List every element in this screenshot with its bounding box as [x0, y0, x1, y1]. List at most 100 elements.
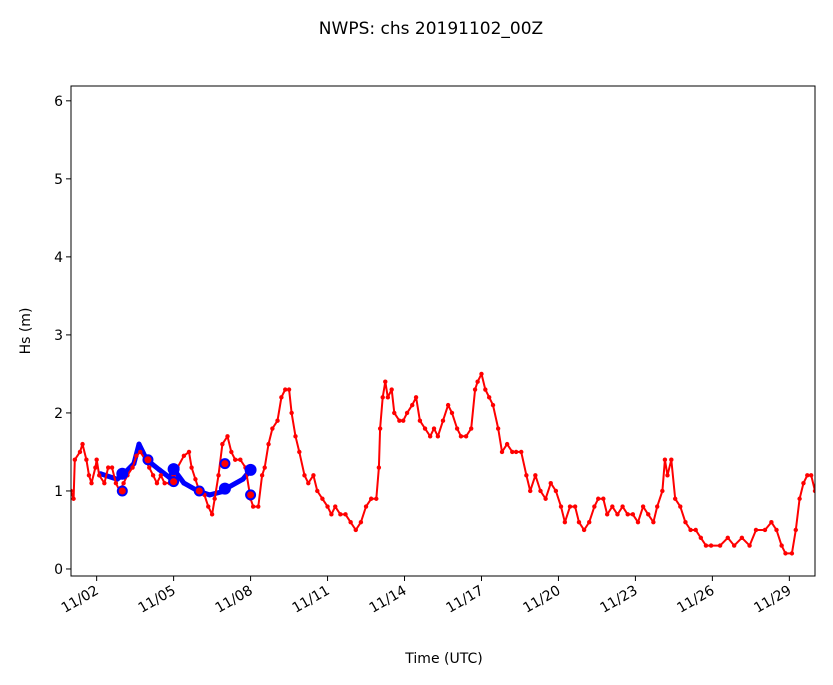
red-line-point: [138, 449, 143, 455]
chart-title: NWPS: chs 20191102_00Z: [319, 19, 543, 39]
blue-marker: [244, 463, 257, 476]
red-line-point: [363, 504, 369, 509]
red-line-point: [225, 434, 230, 439]
red-line-point: [486, 395, 492, 400]
red-line-point: [469, 426, 474, 431]
red-line-point: [232, 457, 238, 462]
red-line-point: [256, 504, 261, 509]
red-line-point: [678, 504, 683, 509]
red-line-point: [289, 410, 294, 416]
red-line-point: [130, 465, 135, 470]
blue-marker: [167, 463, 180, 476]
red-line-point: [793, 527, 798, 533]
observation-marker: [219, 458, 231, 470]
red-line-point: [524, 473, 529, 478]
y-tick-label: 5: [54, 172, 63, 188]
red-line-point: [510, 449, 515, 455]
red-line-point: [635, 519, 641, 525]
x-tick-label: 11/17: [444, 583, 487, 617]
red-line-point: [325, 504, 330, 509]
red-line-point: [343, 512, 348, 517]
plot-area: [71, 371, 815, 556]
red-line-point: [397, 418, 402, 423]
red-line-point: [86, 473, 92, 478]
observation-marker: [168, 476, 180, 488]
y-tick-label: 1: [54, 484, 63, 500]
red-line-point: [72, 457, 78, 462]
red-line-point: [266, 441, 271, 447]
red-line-point: [150, 473, 156, 478]
red-line-point: [329, 512, 334, 517]
red-line-point: [147, 465, 152, 470]
red-line-point: [102, 480, 107, 486]
red-line-point: [630, 512, 636, 517]
red-line-point: [458, 434, 464, 439]
blue-line-point: [157, 467, 163, 473]
x-tick-label: 11/14: [367, 583, 410, 617]
red-line-point: [238, 457, 243, 462]
red-line-point: [84, 457, 89, 462]
red-line-point: [77, 449, 83, 455]
red-line-point: [212, 496, 217, 501]
red-line-point: [229, 449, 234, 455]
red-line-point: [472, 387, 478, 392]
red-line-point: [385, 395, 391, 400]
red-line-point: [186, 449, 192, 455]
red-line-point: [762, 527, 768, 533]
red-line-point: [747, 543, 752, 548]
red-line-point: [306, 480, 311, 486]
red-line-point: [601, 496, 606, 501]
red-line-point: [789, 551, 795, 556]
red-line-point: [604, 512, 610, 517]
red-line-point: [610, 504, 615, 509]
red-line-point: [368, 496, 374, 501]
red-line-point: [581, 527, 587, 533]
red-line-point: [739, 535, 745, 540]
red-line-point: [262, 465, 267, 470]
red-line-point: [646, 512, 651, 517]
red-line-point: [475, 379, 480, 384]
red-line-point: [189, 465, 194, 470]
red-line-point: [181, 453, 187, 459]
red-line-point: [774, 527, 779, 533]
red-line-point: [404, 410, 410, 416]
red-line-point: [162, 480, 167, 486]
red-line-point: [154, 480, 160, 486]
red-line-point: [348, 519, 353, 525]
red-line-point: [567, 504, 573, 509]
red-line-point: [353, 527, 358, 533]
red-line-point: [801, 480, 806, 486]
red-line-point: [495, 426, 501, 431]
red-line-point: [410, 402, 415, 408]
red-line-point: [669, 457, 674, 462]
red-line-point: [490, 402, 496, 408]
y-tick-label: 2: [54, 406, 63, 422]
blue-line-point: [181, 480, 187, 486]
red-line-point: [454, 426, 460, 431]
red-line-point: [431, 426, 437, 431]
red-line-point: [320, 496, 325, 501]
red-line-point: [651, 519, 656, 525]
red-line-point: [250, 504, 256, 509]
red-line-point: [89, 480, 94, 486]
x-tick-label: 11/23: [597, 583, 640, 617]
red-line-point: [383, 379, 388, 384]
observation-marker: [245, 489, 257, 501]
red-line-point: [121, 480, 126, 486]
red-line-point: [769, 519, 774, 525]
red-line-point: [725, 535, 730, 540]
red-line-point: [158, 473, 163, 478]
red-line-point: [270, 426, 275, 431]
red-line-point: [808, 473, 814, 478]
blue-line-point: [240, 476, 246, 482]
red-line-point: [297, 449, 302, 455]
red-line-point: [311, 473, 316, 478]
x-tick-label: 11/11: [290, 583, 333, 617]
red-line-point: [731, 543, 737, 548]
red-line-point: [286, 387, 292, 392]
red-line-point: [389, 387, 394, 392]
red-line-point: [587, 519, 592, 525]
red-line-point: [625, 512, 630, 517]
red-line-point: [519, 449, 524, 455]
